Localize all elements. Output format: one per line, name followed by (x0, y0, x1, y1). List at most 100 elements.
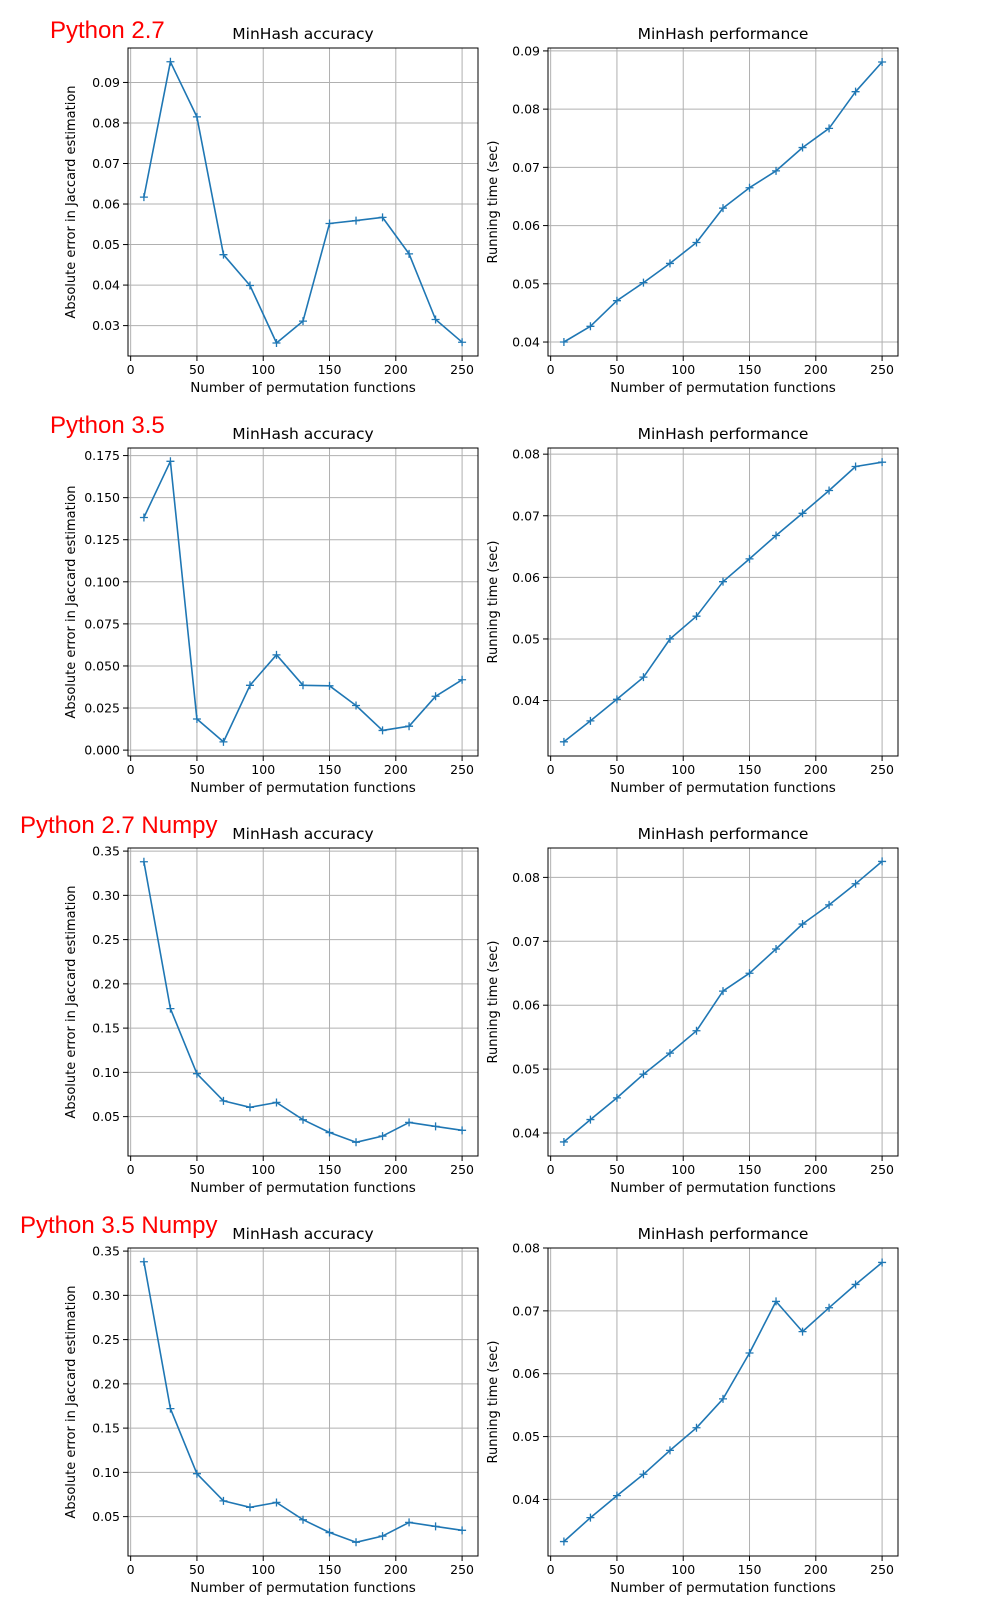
data-point-10 (405, 722, 414, 731)
x-tick-label: 0 (127, 1562, 135, 1577)
x-tick-label: 250 (870, 1562, 894, 1577)
chart-6: 0 50 100 150 200 250 0.04 0.05 0.06 0.07 0.08 MinHa… (486, 825, 899, 1196)
data-point-11 (431, 1522, 440, 1531)
chart-title: MinHash accuracy (232, 425, 373, 443)
data-point-1 (166, 1404, 175, 1413)
data-point-3 (219, 1496, 228, 1505)
data-point-4 (245, 681, 254, 690)
x-tick-label: 50 (189, 1162, 205, 1177)
x-tick-label: 200 (804, 762, 828, 777)
y-tick-label: 0.25 (92, 1332, 120, 1347)
y-tick-label: 0.03 (92, 318, 120, 333)
y-tick-label: 0.05 (92, 237, 120, 252)
y-axis-label: Running time (sec) (486, 541, 501, 664)
y-tick-label: 0.175 (84, 448, 120, 463)
chart-5: 0 50 100 150 200 250 0.05 0.10 0.15 0.20 0.25 0.30 0… (64, 825, 479, 1196)
chart-title: MinHash accuracy (232, 1225, 373, 1243)
grid (128, 848, 478, 1156)
x-tick-label: 200 (804, 1562, 828, 1577)
data-point-11 (431, 315, 440, 324)
x-tick-label: 50 (609, 1562, 625, 1577)
data-point-1 (166, 1004, 175, 1013)
x-axis-label: Number of permutation functions (190, 1180, 416, 1196)
x-tick-label: 250 (870, 362, 894, 377)
data-point-9 (378, 1532, 387, 1541)
y-tick-label: 0.08 (92, 115, 120, 130)
y-tick-label: 0.20 (92, 1376, 120, 1391)
y-axis-label: Running time (sec) (486, 141, 501, 264)
data-point-0 (139, 857, 148, 866)
y-tick-label: 0.10 (92, 1065, 120, 1080)
data-point-3 (639, 673, 648, 682)
x-tick-label: 150 (738, 762, 762, 777)
y-tick-label: 0.075 (84, 616, 120, 631)
data-point-2 (192, 112, 201, 121)
y-tick-label: 0.04 (512, 1492, 540, 1507)
data-point-0 (559, 1537, 568, 1546)
data-point-12 (458, 1126, 467, 1135)
y-tick-label: 0.09 (512, 43, 540, 58)
data-point-4 (665, 259, 674, 268)
data-point-8 (352, 1138, 361, 1147)
data-point-1 (586, 716, 595, 725)
x-axis-label: Number of permutation functions (190, 1580, 416, 1596)
x-tick-label: 50 (189, 762, 205, 777)
series-line (563, 461, 883, 743)
y-tick-label: 0.07 (512, 934, 540, 949)
y-tick-label: 0.09 (92, 75, 120, 90)
data-point-6 (299, 317, 307, 326)
x-tick-label: 50 (609, 762, 625, 777)
data-point-7 (745, 554, 754, 563)
data-point-3 (639, 1470, 648, 1479)
chart-8: 0 50 100 150 200 250 0.04 0.05 0.06 0.07 0.08 MinHa… (486, 1225, 899, 1596)
y-axis-label: Running time (sec) (486, 1341, 501, 1464)
x-tick-label: 100 (671, 362, 695, 377)
data-point-4 (665, 1049, 674, 1058)
x-axis-label: Number of permutation functions (190, 380, 416, 396)
data-point-7 (745, 183, 754, 192)
data-point-10 (825, 900, 834, 909)
chart-title: MinHash accuracy (232, 825, 373, 843)
series-line (143, 460, 463, 743)
y-tick-label: 0.35 (92, 1244, 120, 1259)
y-tick-label: 0.000 (84, 743, 120, 758)
y-tick-label: 0.10 (92, 1465, 120, 1480)
data-point-12 (458, 675, 467, 684)
y-tick-label: 0.06 (512, 570, 540, 585)
data-point-12 (878, 57, 887, 66)
data-point-2 (192, 1069, 201, 1078)
row-label-python27: Python 2.7 (50, 17, 165, 44)
data-point-7 (745, 1348, 754, 1357)
chart-title: MinHash performance (638, 25, 809, 43)
data-point-5 (272, 1098, 281, 1107)
data-point-6 (719, 987, 727, 996)
data-point-3 (639, 1070, 648, 1079)
x-tick-label: 250 (450, 1162, 474, 1177)
data-point-2 (192, 1469, 201, 1478)
series-line (143, 861, 463, 1144)
y-tick-label: 0.07 (92, 156, 120, 171)
x-tick-label: 100 (671, 1562, 695, 1577)
x-tick-label: 50 (609, 1162, 625, 1177)
chart-title: MinHash performance (638, 425, 809, 443)
data-point-9 (798, 920, 807, 929)
x-tick-label: 250 (450, 362, 474, 377)
x-tick-label: 200 (384, 762, 408, 777)
x-tick-label: 100 (251, 1162, 275, 1177)
data-point-8 (352, 701, 361, 710)
data-point-7 (325, 1528, 334, 1537)
y-tick-label: 0.050 (84, 658, 120, 673)
y-tick-label: 0.125 (84, 532, 120, 547)
data-point-2 (192, 714, 201, 723)
row-label-python35: Python 3.5 (50, 412, 165, 439)
data-point-11 (851, 1280, 860, 1289)
data-point-10 (825, 1303, 834, 1312)
x-tick-label: 250 (450, 762, 474, 777)
data-point-9 (798, 509, 807, 518)
data-point-3 (219, 737, 228, 746)
y-axis-label: Absolute error in Jaccard estimation (64, 885, 79, 1118)
data-point-9 (798, 1327, 807, 1336)
y-tick-label: 0.20 (92, 976, 120, 991)
y-tick-label: 0.06 (512, 998, 540, 1013)
